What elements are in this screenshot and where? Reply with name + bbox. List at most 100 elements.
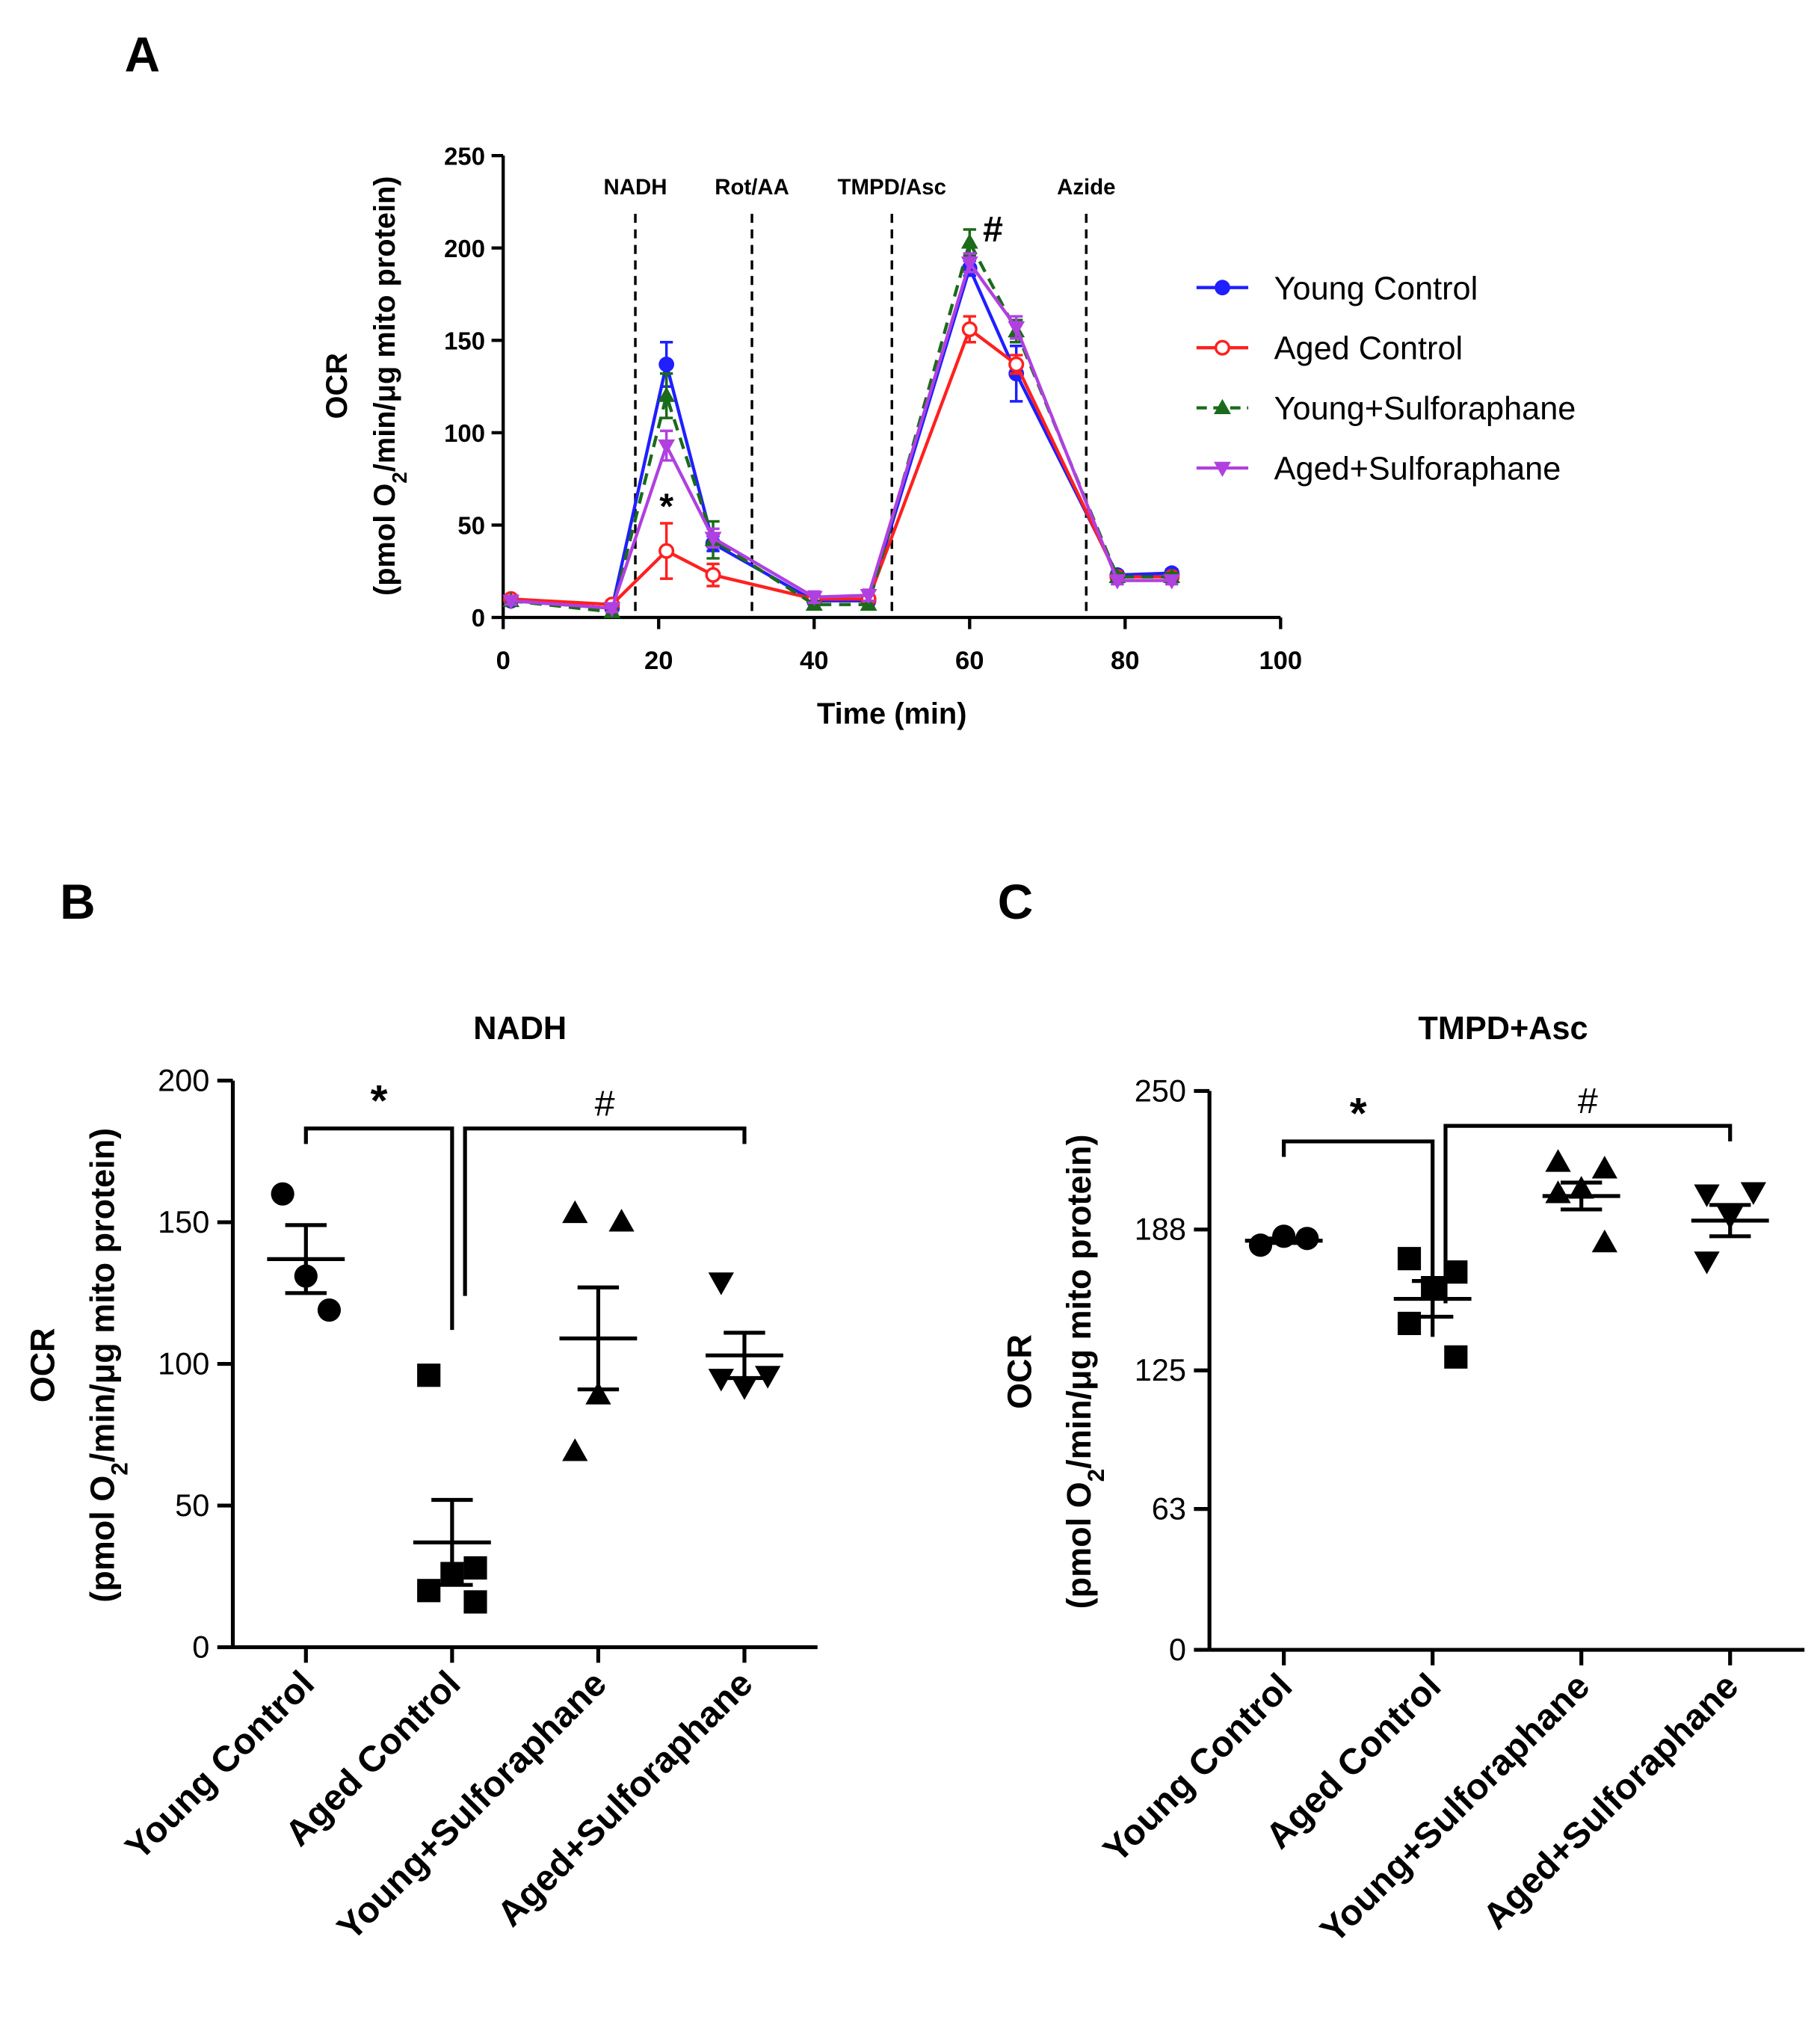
y-axis-label-line: OCR — [24, 1328, 62, 1402]
sem-bar — [577, 1285, 620, 1392]
marker — [960, 233, 978, 249]
bracket — [303, 1127, 454, 1331]
chart-title: NADH — [473, 1011, 567, 1047]
marker — [1215, 280, 1230, 296]
marker — [417, 1579, 441, 1603]
marker — [1694, 1251, 1720, 1275]
y-tick-label: 250 — [1135, 1073, 1186, 1108]
marker — [417, 1363, 441, 1387]
marker — [1163, 574, 1181, 590]
sem-bar — [1262, 1236, 1305, 1245]
sem-bar — [1561, 1180, 1602, 1212]
marker — [463, 1590, 487, 1614]
marker — [1214, 461, 1231, 478]
y-tick-label: 100 — [444, 419, 485, 447]
y-tick-label: 150 — [444, 327, 485, 354]
marker — [754, 1366, 781, 1389]
marker — [1591, 1156, 1617, 1179]
y-axis-label-line: (pmol O2/min/μg mito protein) — [1060, 1135, 1109, 1609]
bracket — [1282, 1139, 1435, 1337]
y-tick-label: 200 — [158, 1062, 209, 1097]
bracket — [463, 1127, 747, 1296]
y-axis-label: (pmol O2/min/μg mito protein) — [368, 176, 411, 596]
significance: # — [1578, 1081, 1598, 1121]
event-label: NADH — [604, 175, 667, 200]
marker — [705, 567, 721, 583]
marker — [658, 543, 675, 559]
marker — [961, 321, 978, 338]
series-line — [510, 238, 1172, 614]
chart-title: TMPD+Asc — [1418, 1011, 1588, 1047]
significance: * — [371, 1076, 388, 1125]
marker — [658, 386, 676, 402]
panel-letter: C — [998, 874, 1033, 929]
marker — [502, 594, 520, 610]
marker — [658, 439, 676, 455]
x-tick-label: 60 — [955, 647, 984, 675]
event-label: TMPD/Asc — [838, 175, 946, 200]
y-axis-label-part: /min/μg mito protein) — [1060, 1135, 1098, 1469]
marker — [603, 602, 621, 617]
marker — [1740, 1182, 1767, 1205]
marker — [1214, 339, 1231, 356]
y-axis-label: OCR — [1000, 1334, 1038, 1409]
panel-letter: B — [60, 874, 95, 929]
y-tick-label: 200 — [444, 235, 485, 262]
y-axis-label-line: OCR — [1000, 1334, 1038, 1409]
marker — [1108, 574, 1126, 590]
x-tick-label: 20 — [644, 647, 673, 675]
y-axis-label: (pmol O2/min/μg mito protein) — [1060, 1135, 1109, 1609]
x-tick-label: 80 — [1111, 647, 1140, 675]
significance: # — [595, 1083, 615, 1124]
bracket — [1443, 1124, 1733, 1304]
y-tick-label: 0 — [472, 604, 485, 632]
y-tick-label: 0 — [1169, 1632, 1186, 1667]
y-axis-label-part: /min/μg mito protein) — [368, 176, 401, 472]
marker — [658, 357, 675, 372]
series-line — [510, 263, 1172, 610]
y-tick-label: 188 — [1135, 1212, 1186, 1247]
sem-bar — [431, 1497, 473, 1587]
marker — [704, 531, 722, 547]
x-tick-label: Young+Sulforaphane — [330, 1663, 614, 1948]
annotation: # — [983, 209, 1003, 250]
marker — [1008, 321, 1025, 336]
y-axis-label-part: (pmol O — [1060, 1482, 1098, 1609]
marker — [1008, 356, 1025, 372]
marker — [562, 1438, 588, 1461]
y-axis-label: OCR — [321, 353, 354, 419]
marker — [708, 1272, 734, 1295]
x-tick-label: Aged+Sulforaphane — [490, 1663, 761, 1935]
marker — [805, 591, 823, 606]
x-tick-label: 40 — [800, 647, 829, 675]
marker — [708, 1369, 734, 1392]
legend-label: Young Control — [1274, 271, 1478, 306]
annotation: * — [659, 487, 673, 527]
marker — [1214, 398, 1231, 414]
marker — [562, 1200, 588, 1224]
event-label: Azide — [1057, 175, 1115, 200]
marker — [585, 1381, 611, 1405]
marker — [1591, 1229, 1617, 1253]
x-tick-label: 0 — [496, 647, 510, 675]
significance: * — [1350, 1090, 1367, 1138]
marker — [1397, 1247, 1422, 1271]
legend-label: Young+Sulforaphane — [1274, 391, 1576, 427]
y-axis-label-part: /min/μg mito protein) — [83, 1128, 121, 1462]
event-label: Rot/AA — [715, 175, 789, 200]
y-tick-label: 125 — [1135, 1352, 1186, 1387]
y-axis-label-line: (pmol O2/min/μg mito protein) — [368, 176, 411, 596]
x-tick-label: Aged+Sulforaphane — [1475, 1666, 1747, 1938]
sem-bar — [285, 1223, 327, 1295]
y-axis-label-line: OCR — [321, 353, 354, 419]
y-tick-label: 250 — [444, 142, 485, 170]
x-tick-label: 100 — [1259, 647, 1302, 675]
sem-bar — [1709, 1203, 1751, 1239]
y-axis-label-line: (pmol O2/min/μg mito protein) — [83, 1128, 132, 1603]
y-tick-label: 150 — [158, 1204, 209, 1239]
marker — [271, 1182, 294, 1206]
marker — [960, 256, 978, 272]
marker — [860, 589, 877, 605]
panel-letter: A — [125, 27, 160, 82]
